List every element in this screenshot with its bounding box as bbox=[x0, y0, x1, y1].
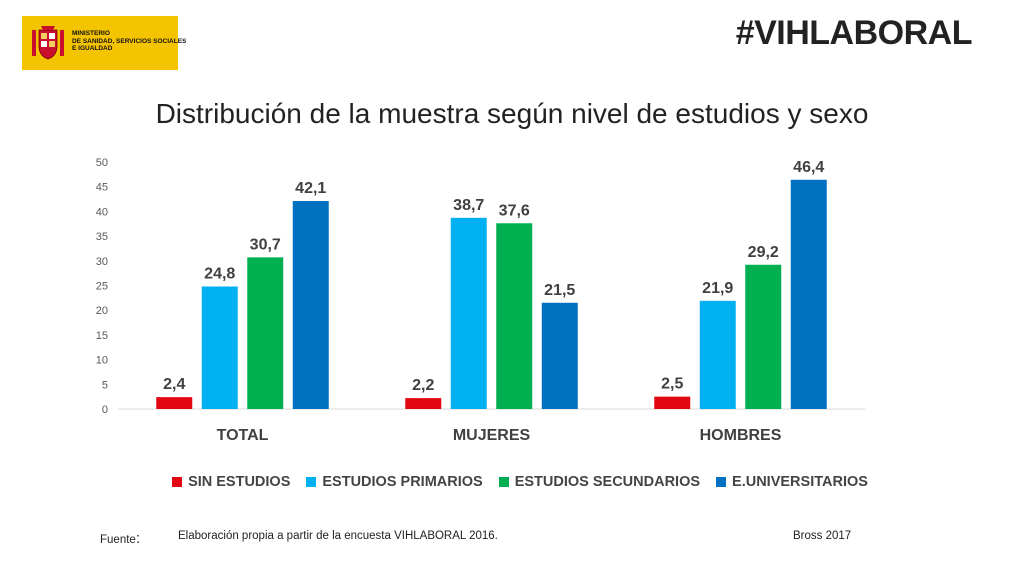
legend-label: ESTUDIOS PRIMARIOS bbox=[322, 474, 483, 490]
y-tick-label: 35 bbox=[96, 231, 108, 243]
credit-text: Bross 2017 bbox=[793, 530, 852, 542]
legend-item-universitarios: E.UNIVERSITARIOS bbox=[716, 474, 868, 490]
bar bbox=[292, 201, 329, 409]
bar bbox=[247, 257, 284, 409]
x-category-label: MUJERES bbox=[453, 427, 531, 444]
coat-of-arms-icon bbox=[32, 26, 64, 60]
data-label: 2,4 bbox=[163, 376, 185, 393]
legend-swatch bbox=[498, 477, 509, 487]
bar bbox=[405, 398, 442, 409]
source-label: Fuente: bbox=[100, 530, 140, 547]
y-tick-label: 10 bbox=[96, 355, 108, 367]
bar bbox=[654, 396, 691, 409]
legend-label: ESTUDIOS SECUNDARIOS bbox=[514, 474, 701, 490]
x-category-label: TOTAL bbox=[217, 427, 269, 444]
legend-swatch bbox=[306, 477, 317, 487]
y-tick-label: 25 bbox=[96, 281, 108, 293]
legend-label: E.UNIVERSITARIOS bbox=[732, 474, 868, 490]
data-label: 46,4 bbox=[793, 159, 824, 176]
source-text: Elaboración propia a partir de la encues… bbox=[178, 530, 498, 542]
legend-item-sin-estudios: SIN ESTUDIOS bbox=[172, 474, 290, 490]
bar bbox=[201, 286, 238, 409]
y-tick-label: 45 bbox=[96, 182, 108, 194]
source-colon: : bbox=[135, 530, 140, 547]
y-tick-label: 20 bbox=[96, 305, 108, 317]
ministry-line: DE SANIDAD, SERVICIOS SOCIALES bbox=[72, 37, 187, 45]
legend-swatch bbox=[716, 477, 727, 487]
data-label: 21,5 bbox=[544, 282, 575, 299]
bar bbox=[790, 179, 827, 409]
data-label: 2,2 bbox=[412, 377, 434, 394]
data-label: 38,7 bbox=[453, 197, 484, 214]
bar bbox=[541, 302, 578, 409]
ministry-logo: MINISTERIO DE SANIDAD, SERVICIOS SOCIALE… bbox=[22, 16, 186, 70]
bar-chart: 0 5 10 15 20 25 30 35 40 45 50 2,4 24,8 30,7 42,1 TOTAL… bbox=[96, 157, 865, 444]
data-label: 37,6 bbox=[499, 202, 530, 219]
y-tick-label: 50 bbox=[96, 157, 108, 169]
y-tick-label: 40 bbox=[96, 206, 108, 218]
legend-label: SIN ESTUDIOS bbox=[188, 474, 291, 490]
chart-legend: SIN ESTUDIOS ESTUDIOS PRIMARIOS ESTUDIOS… bbox=[0, 474, 1024, 490]
legend-item-estudios-primarios: ESTUDIOS PRIMARIOS bbox=[306, 474, 483, 490]
data-label: 2,5 bbox=[661, 376, 683, 393]
hashtag-heading: #VIHLABORAL bbox=[735, 14, 973, 52]
bar bbox=[699, 300, 736, 409]
y-tick-label: 15 bbox=[96, 330, 108, 342]
bar bbox=[496, 223, 533, 409]
data-label: 42,1 bbox=[295, 180, 326, 197]
x-category-label: HOMBRES bbox=[700, 427, 782, 444]
source-label-text: Fuente bbox=[100, 534, 136, 546]
bar bbox=[156, 397, 193, 409]
ministry-name: MINISTERIO DE SANIDAD, SERVICIOS SOCIALE… bbox=[72, 30, 186, 53]
legend-swatch bbox=[172, 477, 183, 487]
ministry-line: E IGUALDAD bbox=[72, 45, 113, 52]
ministry-line: MINISTERIO bbox=[72, 30, 110, 37]
legend-item-estudios-secundarios: ESTUDIOS SECUNDARIOS bbox=[498, 474, 701, 490]
data-label: 30,7 bbox=[250, 236, 281, 253]
y-tick-label: 0 bbox=[102, 404, 108, 416]
y-tick-label: 30 bbox=[96, 256, 108, 268]
bar bbox=[745, 264, 782, 409]
data-label: 24,8 bbox=[204, 265, 235, 282]
bar bbox=[450, 217, 487, 409]
data-label: 29,2 bbox=[748, 244, 779, 261]
chart-title: Distribución de la muestra según nivel d… bbox=[155, 98, 869, 129]
data-label: 21,9 bbox=[702, 280, 733, 297]
y-tick-label: 5 bbox=[102, 379, 108, 391]
